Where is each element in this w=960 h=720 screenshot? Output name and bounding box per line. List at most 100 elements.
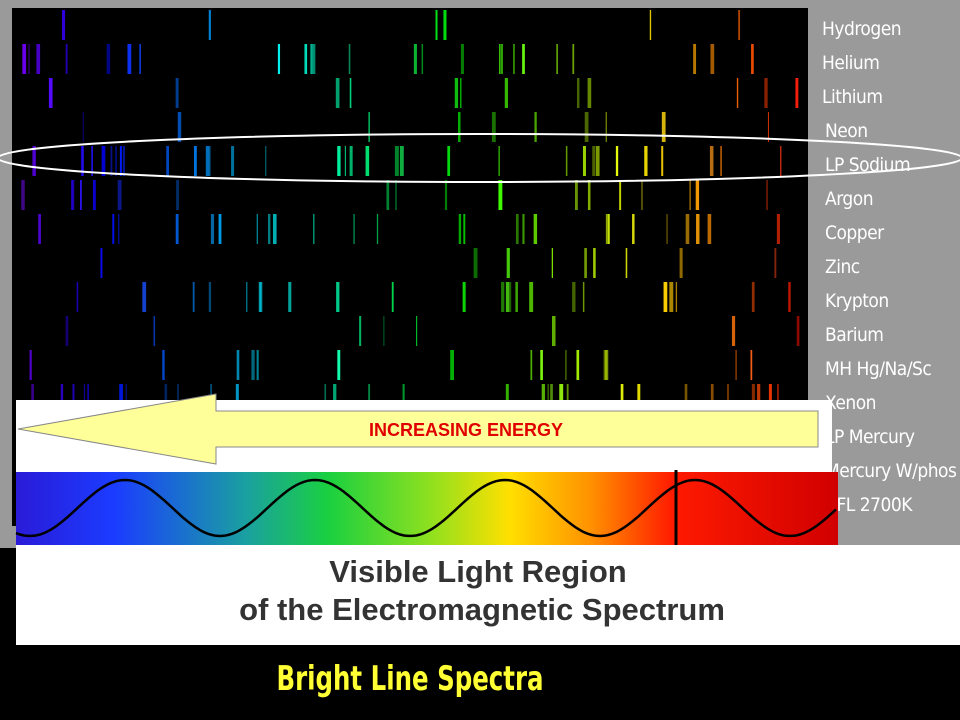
emission-line	[529, 282, 534, 312]
emission-line	[666, 214, 668, 244]
emission-line	[399, 146, 404, 176]
emission-line	[368, 384, 371, 414]
emission-line	[498, 146, 501, 176]
emission-line	[710, 44, 715, 74]
emission-line	[592, 146, 596, 176]
emission-line	[780, 146, 782, 176]
emission-line	[450, 350, 454, 380]
emission-line	[720, 146, 722, 176]
emission-line	[81, 146, 84, 176]
emission-line	[344, 146, 347, 176]
emission-line	[641, 180, 643, 210]
emission-line	[60, 384, 64, 414]
spectrum-label: Barium	[825, 324, 883, 346]
emission-line	[164, 384, 168, 414]
emission-line	[637, 384, 641, 414]
emission-line	[458, 214, 462, 244]
emission-line	[193, 146, 197, 176]
emission-line	[175, 214, 179, 244]
emission-line	[788, 282, 791, 312]
spectrum-label: LP Mercury	[825, 426, 915, 448]
emission-line	[353, 214, 355, 244]
emission-line	[176, 180, 180, 210]
emission-line	[498, 44, 501, 74]
spectrum-label: Hydrogen	[822, 18, 901, 40]
emission-line	[324, 384, 327, 414]
emission-line	[368, 112, 370, 142]
emission-line	[620, 384, 624, 414]
emission-line	[566, 384, 569, 414]
emission-line	[236, 350, 240, 380]
emission-line	[679, 248, 683, 278]
emission-line	[277, 44, 281, 74]
emission-line	[695, 180, 700, 210]
emission-line	[506, 248, 510, 278]
emission-line	[574, 180, 578, 210]
emission-line	[31, 384, 34, 414]
emission-line	[100, 248, 103, 278]
emission-line	[162, 350, 165, 380]
emission-line	[395, 180, 397, 210]
emission-line	[533, 214, 538, 244]
emission-line	[735, 350, 737, 380]
wave	[15, 478, 837, 538]
emission-line	[272, 214, 277, 244]
emission-line	[605, 214, 609, 244]
emission-line	[460, 78, 462, 108]
emission-line	[32, 146, 36, 176]
emission-line	[256, 350, 259, 380]
emission-line	[572, 44, 575, 74]
emission-line	[359, 316, 361, 346]
emission-line	[259, 282, 263, 312]
spectrum-label: Argon	[825, 188, 873, 210]
emission-line	[764, 78, 768, 108]
emission-line	[796, 316, 800, 346]
emission-line	[413, 44, 417, 74]
emission-line	[669, 282, 674, 312]
emission-line	[454, 78, 459, 108]
emission-line	[48, 78, 53, 108]
emission-line	[777, 384, 779, 414]
emission-line	[119, 146, 122, 176]
emission-line	[663, 282, 668, 312]
emission-line	[87, 384, 89, 414]
emission-line	[402, 384, 405, 414]
emission-line	[175, 78, 179, 108]
footer: Bright Line Spectra	[276, 659, 543, 699]
emission-line	[265, 146, 267, 176]
emission-line	[619, 180, 622, 210]
emission-line	[501, 282, 505, 312]
emission-line	[127, 44, 132, 74]
emission-line	[463, 214, 466, 244]
emission-line	[231, 146, 235, 176]
emission-line	[644, 146, 648, 176]
emission-line	[684, 384, 688, 414]
emission-line	[29, 350, 32, 380]
emission-line	[256, 214, 259, 244]
region-title-2: of the Electromagnetic Spectrum	[239, 592, 725, 627]
emission-line	[337, 146, 341, 176]
emission-line	[766, 180, 768, 210]
emission-line	[795, 78, 799, 108]
emission-line	[522, 214, 525, 244]
emission-line	[36, 44, 41, 74]
emission-line	[92, 180, 96, 210]
emission-line	[632, 214, 635, 244]
emission-line	[349, 78, 352, 108]
emission-line	[751, 384, 755, 414]
emission-line	[21, 180, 25, 210]
emission-line	[83, 384, 86, 414]
emission-line	[587, 78, 592, 108]
emission-line	[435, 10, 438, 40]
highlight-ellipse	[0, 133, 960, 183]
emission-line	[473, 248, 478, 278]
emission-line	[510, 282, 512, 312]
emission-line	[505, 384, 509, 414]
emission-line	[774, 248, 777, 278]
emission-line	[505, 282, 510, 312]
emission-line	[750, 350, 753, 380]
emission-line	[416, 316, 418, 346]
spectrum-label: Lithium	[822, 86, 883, 108]
emission-line	[359, 316, 362, 346]
